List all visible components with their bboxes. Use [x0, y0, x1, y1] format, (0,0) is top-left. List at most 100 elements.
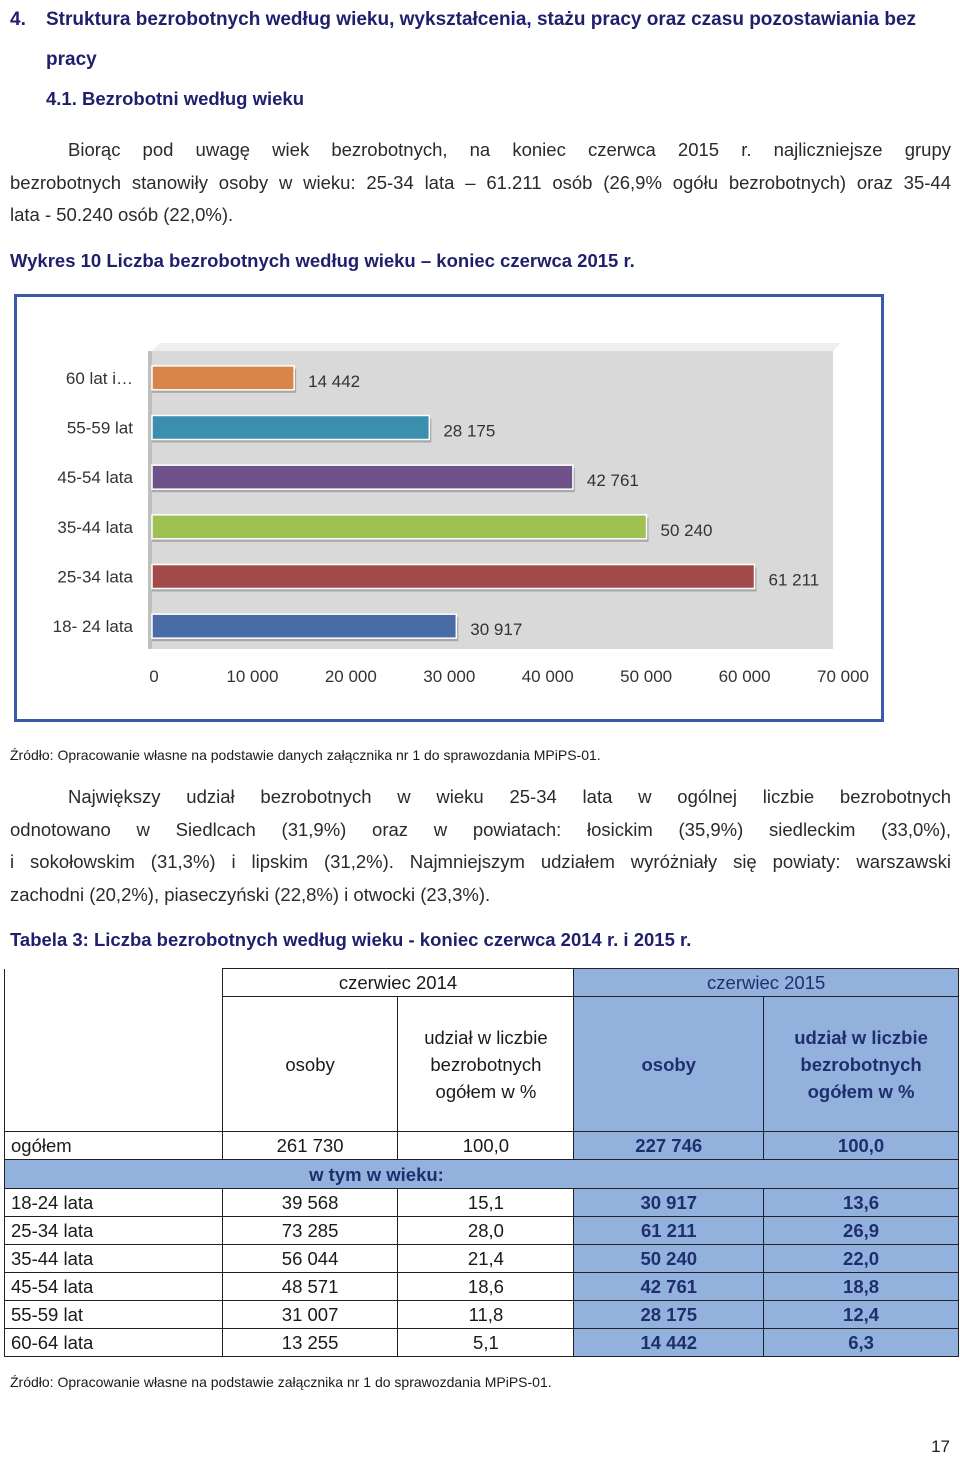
value-label: 28 175	[443, 422, 495, 441]
age-table: czerwiec 2014 czerwiec 2015 osoby udział…	[4, 968, 959, 1357]
table-row: 60-64 lata 13 255 5,1 14 442 6,3	[4, 1328, 959, 1357]
bar	[151, 365, 295, 391]
header-udzial-line: udział w liczbie	[424, 1026, 548, 1048]
x-tick-label: 70 000	[817, 667, 869, 686]
cell-osoby-2015: 30 917	[573, 1188, 765, 1217]
x-tick-label: 20 000	[325, 667, 377, 686]
plot-top-edge	[152, 343, 841, 351]
cell-osoby-2015: 14 442	[573, 1328, 765, 1357]
subheader-text: w tym w wieku:	[309, 1163, 444, 1185]
table-row: 25-34 lata 73 285 28,0 61 211 26,9	[4, 1216, 959, 1245]
table-source: Źródło: Opracowanie własne na podstawie …	[10, 1374, 552, 1390]
table-row: 35-44 lata 56 044 21,4 50 240 22,0	[4, 1244, 959, 1273]
chart-caption: Wykres 10 Liczba bezrobotnych według wie…	[10, 250, 635, 271]
bar	[151, 414, 431, 441]
row-label: 18-24 lata	[4, 1188, 223, 1217]
table-total-row: ogółem 261 730 100,0 227 746 100,0	[4, 1131, 959, 1160]
paragraph-line: zachodni (20,2%), piaseczyński (22,8%) i…	[10, 883, 491, 905]
bar	[151, 464, 574, 490]
category-label: 60 lat i…	[66, 369, 133, 388]
table-header-row: czerwiec 2014 czerwiec 2015	[4, 968, 959, 1132]
intro-paragraph: Biorąc pod uwagę wiek bezrobotnych, na k…	[10, 134, 951, 232]
cell-udzial-2015: 12,4	[763, 1300, 959, 1329]
cell-osoby-2014: 73 285	[221, 1216, 399, 1245]
category-label: 18- 24 lata	[53, 617, 134, 636]
x-tick-label: 30 000	[423, 667, 475, 686]
x-tick-label: 60 000	[719, 667, 771, 686]
header-udzial-line: bezrobotnych	[800, 1053, 922, 1075]
second-paragraph: Największy udział bezrobotnych w wieku 2…	[10, 781, 951, 911]
bar	[151, 563, 756, 590]
table-row: 55-59 lat 31 007 11,8 28 175 12,4	[4, 1300, 959, 1329]
bar-chart: 60 lat i… 14 442 55-59 lat 28 175 45-54 lata…	[53, 343, 869, 686]
cell-osoby-2014: 261 730	[221, 1131, 399, 1160]
cell-osoby-2015: 42 761	[573, 1272, 765, 1301]
paragraph-line: i sokołowskim (31,3%) i lipskim (31,2%).…	[10, 851, 951, 872]
section-heading: 4. Struktura bezrobotnych według wieku, w…	[10, 0, 955, 80]
cell-osoby-2014: 48 571	[221, 1272, 399, 1301]
cell-osoby-2015: 61 211	[573, 1216, 765, 1245]
table-row: 18-24 lata 39 568 15,1 30 917 13,6	[4, 1188, 959, 1217]
cell-osoby-2014: 13 255	[221, 1328, 399, 1357]
cell-udzial-2014: 15,1	[397, 1188, 575, 1217]
header-udzial-line: ogółem w %	[807, 1080, 915, 1102]
chart-source: Źródło: Opracowanie własne na podstawie …	[10, 747, 601, 763]
header-udzial-2014: udział w liczbie bezrobotnych ogółem w %	[397, 996, 575, 1132]
cell-udzial-2014: 5,1	[397, 1328, 575, 1357]
header-udzial-line: udział w liczbie	[794, 1026, 928, 1048]
intro-line: bezrobotnych stanowiły osoby w wieku: 25…	[10, 171, 951, 193]
header-2014: czerwiec 2014	[221, 968, 575, 997]
subheader-cell: w tym w wieku:	[4, 1159, 959, 1189]
header-osoby-2014: osoby	[221, 996, 399, 1132]
value-label: 14 442	[308, 372, 360, 391]
plot-area	[152, 351, 833, 649]
table-caption: Tabela 3: Liczba bezrobotnych według wie…	[10, 929, 692, 950]
x-tick-label: 10 000	[226, 667, 278, 686]
section-title-line2: pracy	[46, 49, 97, 70]
section-title-line1: Struktura bezrobotnych według wieku, wyk…	[46, 9, 917, 30]
x-tick-label: 50 000	[620, 667, 672, 686]
row-label: ogółem	[4, 1131, 223, 1160]
category-label: 25-34 lata	[57, 568, 133, 587]
table-subheader: w tym w wieku:	[4, 1159, 959, 1189]
header-udzial-line: ogółem w %	[435, 1080, 537, 1102]
x-tick-label: 0	[149, 667, 158, 686]
value-label: 61 211	[768, 571, 819, 590]
intro-line: Biorąc pod uwagę wiek bezrobotnych, na k…	[68, 139, 951, 160]
header-2015: czerwiec 2015	[573, 968, 959, 997]
cell-udzial-2015: 6,3	[763, 1328, 959, 1357]
cell-udzial-2015: 13,6	[763, 1188, 959, 1217]
header-osoby-2015: osoby	[573, 996, 765, 1132]
paragraph-line: Największy udział bezrobotnych w wieku 2…	[68, 786, 951, 807]
row-label: 35-44 lata	[4, 1244, 223, 1273]
value-label: 30 917	[470, 620, 522, 639]
cell-osoby-2014: 31 007	[221, 1300, 399, 1329]
header-udzial-line: bezrobotnych	[430, 1053, 542, 1075]
cell-udzial-2015: 18,8	[763, 1272, 959, 1301]
section-number: 4.	[10, 9, 26, 30]
cell-udzial-2014: 18,6	[397, 1272, 575, 1301]
cell-udzial-2014: 28,0	[397, 1216, 575, 1245]
value-label: 42 761	[587, 471, 639, 490]
bar	[151, 613, 458, 639]
x-tick-label: 40 000	[522, 667, 574, 686]
cell-osoby-2015: 50 240	[573, 1244, 765, 1273]
row-label: 60-64 lata	[4, 1328, 223, 1357]
table-subheader-row: osoby udział w liczbie bezrobotnych ogół…	[5, 996, 959, 1132]
paragraph-line: odnotowano w Siedlcach (31,9%) oraz w po…	[10, 818, 951, 840]
cell-osoby-2014: 56 044	[221, 1244, 399, 1273]
page-number: 17	[931, 1437, 950, 1456]
header-udzial-2015: udział w liczbie bezrobotnych ogółem w %	[763, 996, 959, 1132]
category-label: 55-59 lat	[67, 419, 133, 438]
cell-udzial-2015: 22,0	[763, 1244, 959, 1273]
bar	[151, 514, 648, 540]
row-label: 45-54 lata	[4, 1272, 223, 1301]
chart-frame: 60 lat i… 14 442 55-59 lat 28 175 45-54 lata…	[14, 294, 884, 722]
table-row: 45-54 lata 48 571 18,6 42 761 18,8	[4, 1272, 959, 1301]
category-label: 35-44 lata	[57, 518, 133, 537]
row-label: 55-59 lat	[4, 1300, 223, 1329]
row-label: 25-34 lata	[4, 1216, 223, 1245]
cell-osoby-2015: 227 746	[573, 1131, 765, 1160]
cell-udzial-2015: 100,0	[763, 1131, 959, 1160]
cell-osoby-2014: 39 568	[221, 1188, 399, 1217]
